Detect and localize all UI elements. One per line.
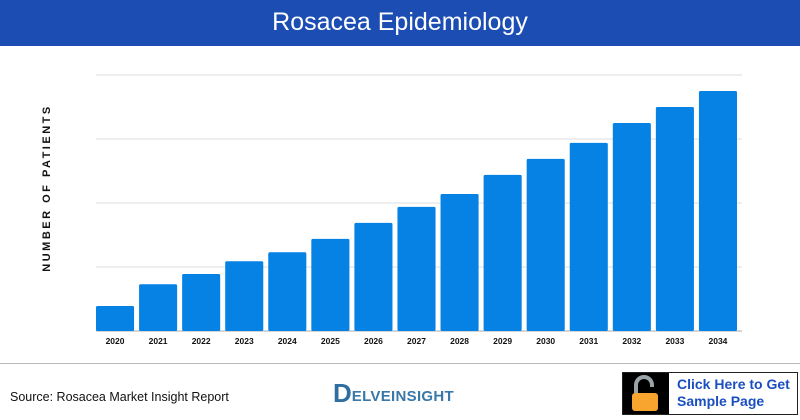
x-tick-label: 2028 [450,336,469,346]
bar-2024 [268,252,307,331]
x-tick-label: 2027 [407,336,426,346]
x-tick-label: 2020 [106,336,125,346]
bar-2030 [526,158,565,331]
x-tick-label: 2026 [364,336,383,346]
bar-2027 [397,206,436,331]
x-tick-label: 2022 [192,336,211,346]
unlocked-padlock-icon [623,373,669,414]
x-tick-label: 2031 [579,336,598,346]
bar-2034 [698,91,737,331]
x-tick-label: 2029 [493,336,512,346]
bar-2021 [139,284,178,331]
bar-2031 [569,142,608,331]
x-tick-label: 2034 [709,336,728,346]
bar-2029 [483,174,522,331]
source-note: Source: Rosacea Market Insight Report [10,390,229,404]
bar-chart: 2020 2021 2022 2023 2024 2025 2026 2027 2028 2029… [96,74,742,346]
bar-2032 [612,123,651,331]
chart-title: Rosacea Epidemiology [272,8,528,36]
x-tick-label: 2024 [278,336,297,346]
x-tick-label: 2030 [536,336,555,346]
y-axis-label: NUMBER OF PATIENTS [41,104,53,272]
cta-line-2: Sample Page [677,393,765,409]
x-tick-label: 2025 [321,336,340,346]
chart-title-banner: Rosacea Epidemiology [0,0,800,46]
x-tick-label: 2023 [235,336,254,346]
bar-2025 [311,238,350,331]
bar-2023 [225,261,264,331]
bar-2033 [655,107,694,331]
bar-2020 [96,306,135,331]
bar-2028 [440,194,479,331]
get-sample-page-button[interactable]: Click Here to Get Sample Page [622,372,798,415]
bar-2026 [354,222,393,331]
x-tick-label: 2021 [149,336,168,346]
delveinsight-logo: D ELVEINSIGHT [333,378,454,408]
x-tick-label: 2032 [622,336,641,346]
bar-2022 [182,274,221,331]
cta-line-1: Click Here to Get [677,376,790,392]
x-tick-label: 2033 [665,336,684,346]
divider [0,363,800,364]
